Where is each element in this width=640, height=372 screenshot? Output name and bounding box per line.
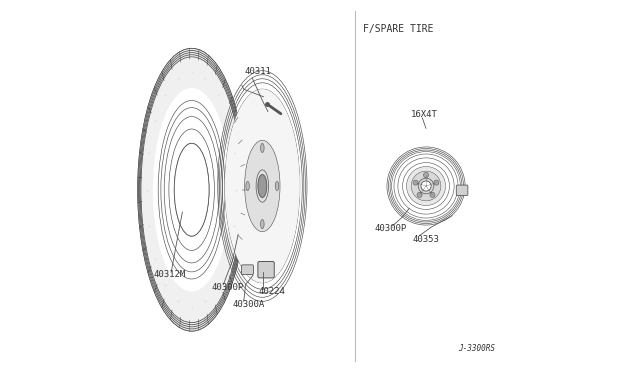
Text: 16X4T: 16X4T (411, 110, 438, 119)
Text: 40311: 40311 (244, 67, 271, 76)
Circle shape (421, 181, 431, 191)
Circle shape (406, 167, 445, 205)
Circle shape (411, 171, 441, 201)
Ellipse shape (244, 140, 280, 232)
Text: 40353: 40353 (412, 235, 439, 244)
Ellipse shape (153, 88, 230, 292)
Ellipse shape (138, 48, 246, 331)
Text: 40312M: 40312M (154, 270, 186, 279)
Text: F/SPARE TIRE: F/SPARE TIRE (363, 24, 433, 34)
Text: 40300P: 40300P (211, 283, 244, 292)
Ellipse shape (174, 143, 209, 236)
Circle shape (430, 192, 435, 198)
FancyBboxPatch shape (258, 262, 275, 278)
Circle shape (434, 180, 439, 185)
Ellipse shape (246, 182, 250, 190)
Text: 40300A: 40300A (232, 300, 265, 309)
Circle shape (392, 152, 460, 220)
Ellipse shape (258, 174, 267, 198)
Ellipse shape (225, 89, 300, 283)
FancyBboxPatch shape (456, 185, 468, 196)
Ellipse shape (260, 143, 264, 153)
Text: 40300P: 40300P (374, 224, 407, 232)
Text: 40224: 40224 (259, 287, 285, 296)
Text: J-3300RS: J-3300RS (458, 344, 495, 353)
Circle shape (413, 180, 418, 185)
Circle shape (417, 192, 422, 198)
Ellipse shape (260, 219, 264, 229)
Circle shape (424, 173, 429, 177)
Ellipse shape (275, 182, 279, 190)
FancyBboxPatch shape (241, 265, 253, 275)
